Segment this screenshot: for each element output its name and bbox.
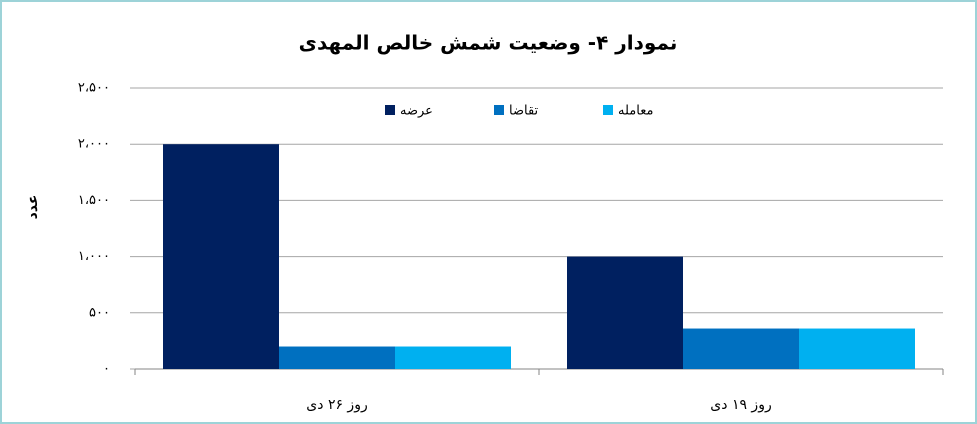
bar <box>279 346 395 369</box>
legend-swatch <box>603 105 613 115</box>
bar <box>567 256 683 369</box>
legend-swatch <box>494 105 504 115</box>
bar <box>395 346 511 369</box>
y-tick-label: ۲،۰۰۰ <box>78 137 110 152</box>
y-tick-label: ۵۰۰ <box>89 305 110 320</box>
bar <box>799 328 915 369</box>
y-tick-label: ۰ <box>103 362 110 377</box>
legend-label: تقاضا <box>509 104 539 119</box>
chart-title: نمودار ۴- وضعیت شمش خالص المهدی <box>299 31 678 55</box>
y-tick-label: ۱،۰۰۰ <box>78 249 110 264</box>
y-tick-label: ۲،۵۰۰ <box>78 81 110 96</box>
legend-label: عرضه <box>400 104 433 119</box>
x-tick-label: روز ۱۹ دی <box>710 397 771 413</box>
legend-label: معامله <box>618 104 653 119</box>
legend-swatch <box>385 105 395 115</box>
bar <box>683 328 799 369</box>
y-tick-label: ۱،۵۰۰ <box>78 193 110 208</box>
bar <box>163 144 279 369</box>
x-tick-label: روز ۲۶ دی <box>306 397 367 413</box>
y-axis-label: عدد <box>25 195 41 220</box>
